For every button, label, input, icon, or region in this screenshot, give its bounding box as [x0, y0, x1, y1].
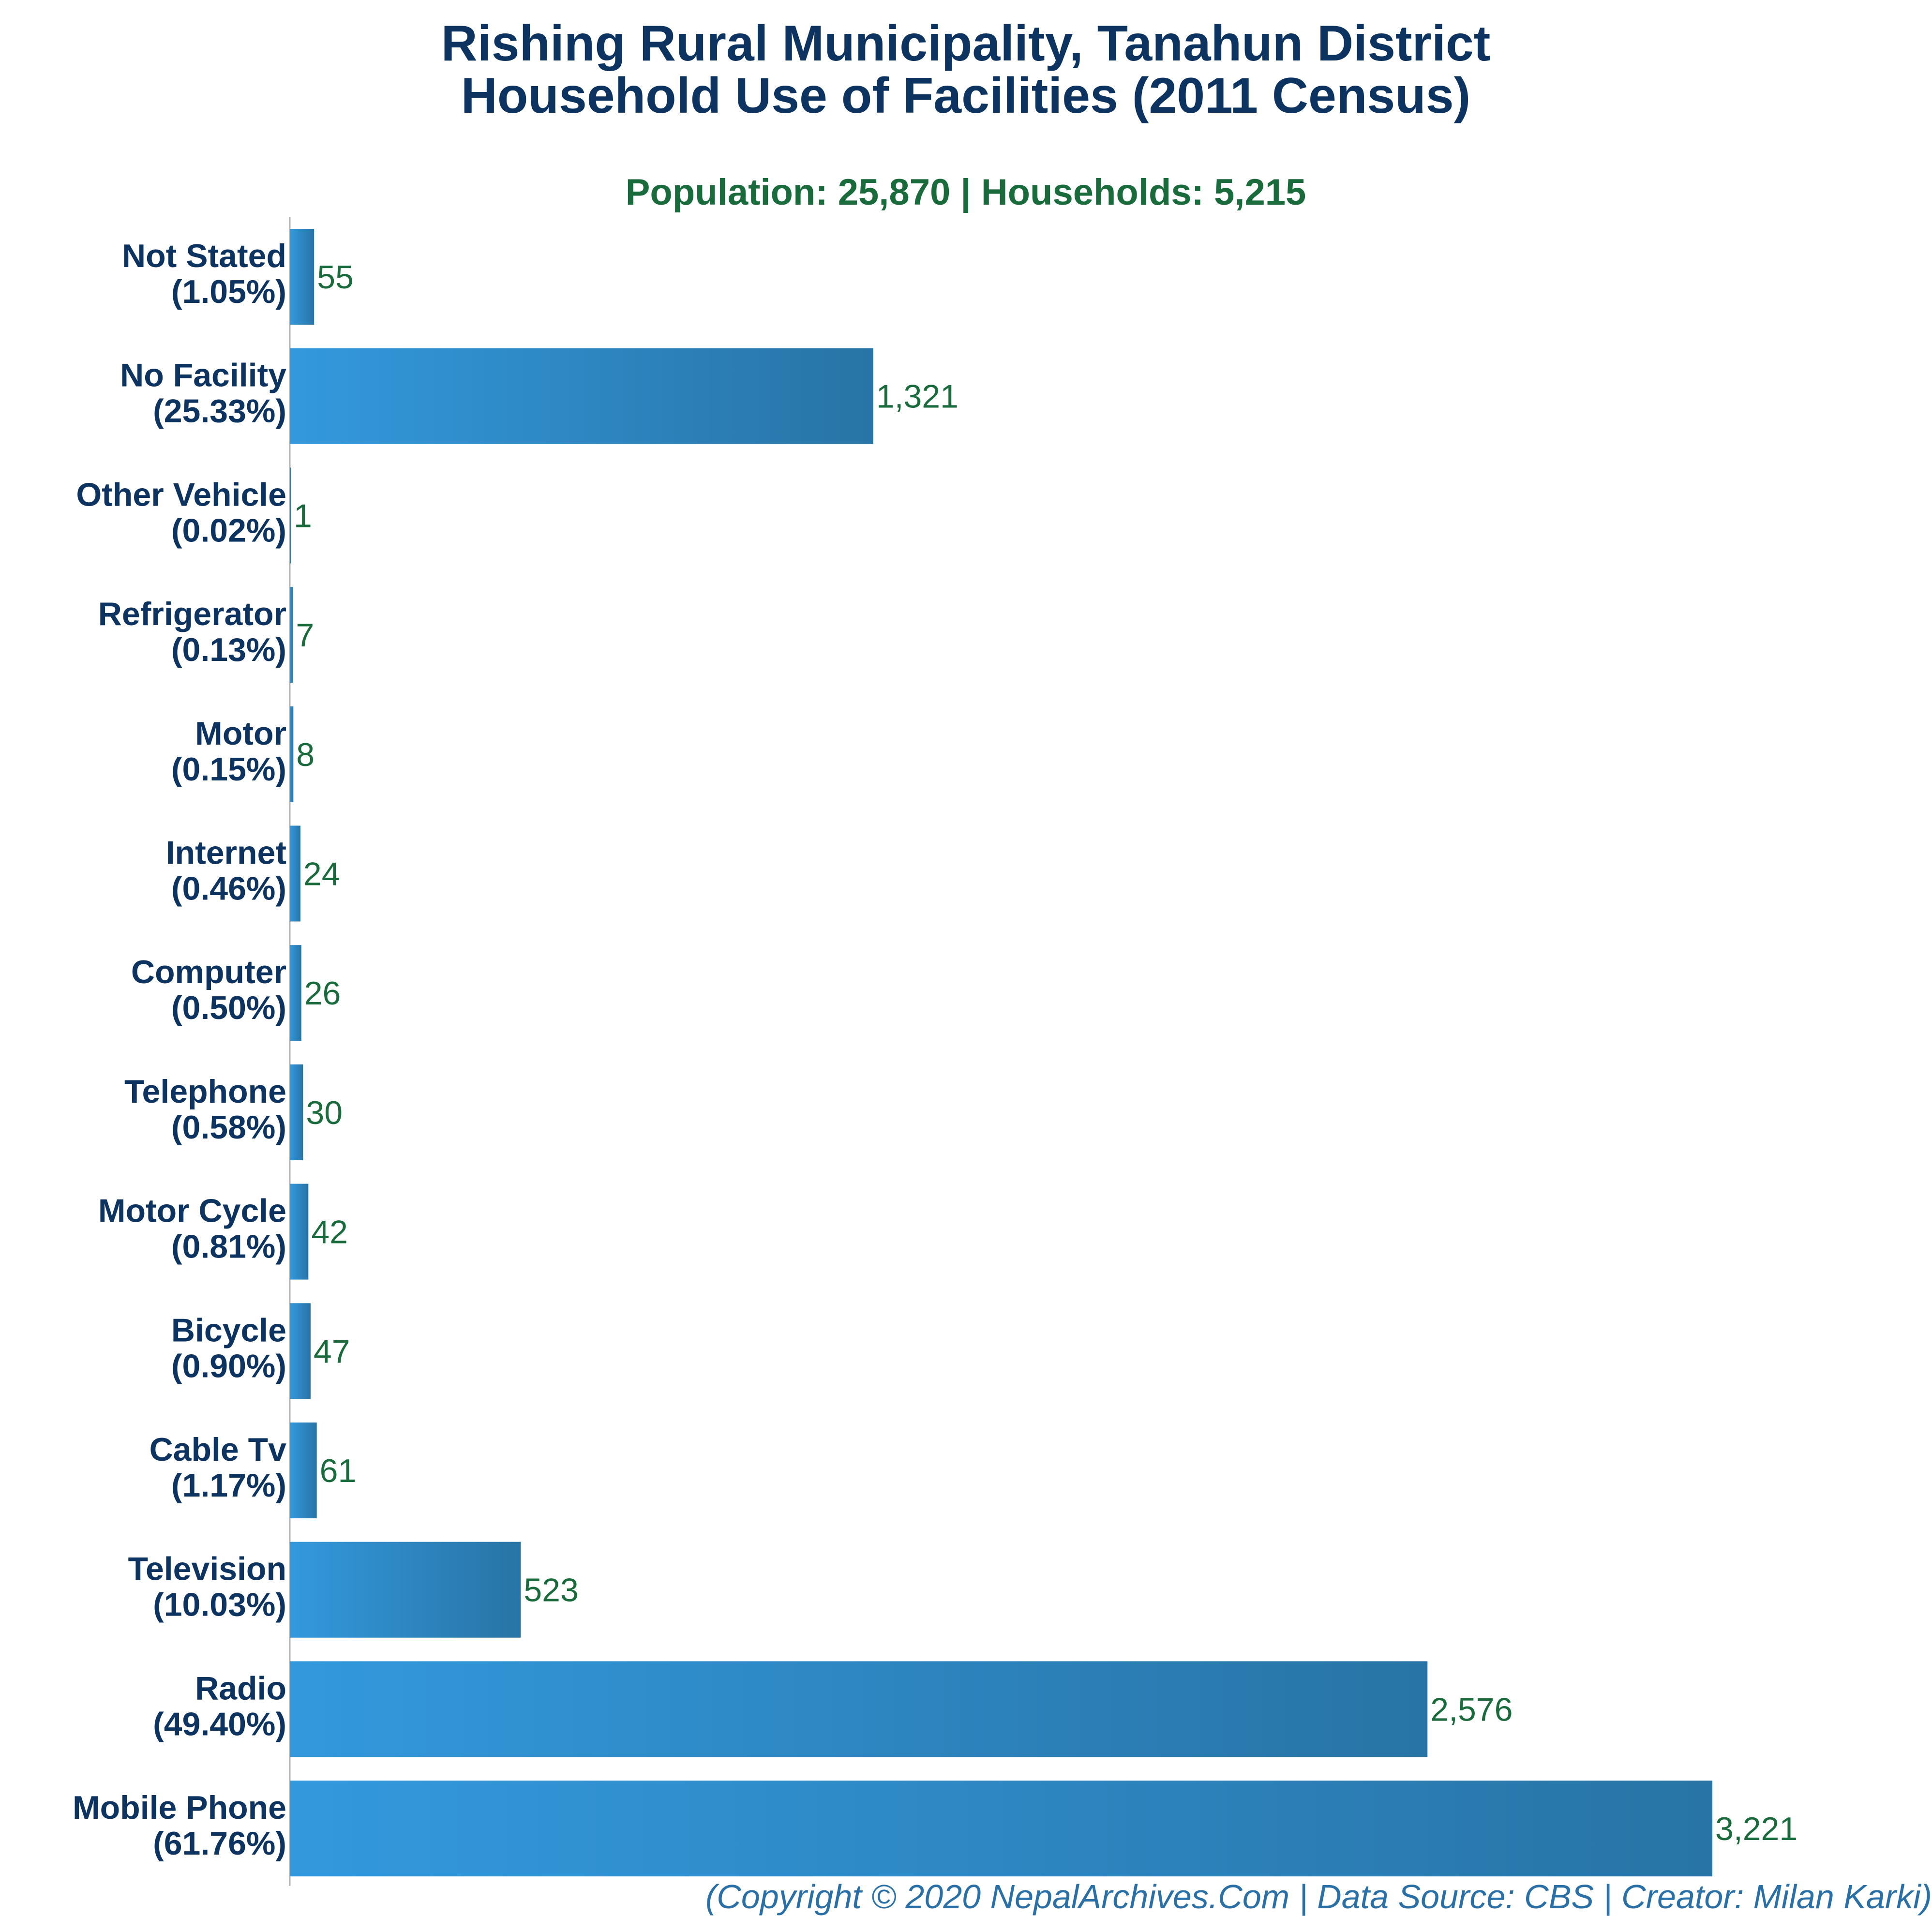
category-label-computer: Computer	[131, 954, 286, 990]
percent-label-no-facility: (25.33%)	[153, 393, 286, 430]
category-label-no-facility: No Facility	[120, 357, 286, 394]
category-label-television: Television	[128, 1551, 286, 1588]
bar-cable-tv	[290, 1423, 317, 1518]
value-label-motor-cycle: 42	[311, 1214, 348, 1251]
bar-motor-cycle	[290, 1183, 309, 1280]
value-label-cable-tv: 61	[320, 1453, 357, 1489]
percent-label-motor-cycle: (0.81%)	[171, 1228, 286, 1265]
bar-refrigerator	[290, 587, 293, 683]
chart-title: Rishing Rural Municipality, Tanahun Dist…	[441, 15, 1491, 124]
bar-radio	[290, 1661, 1428, 1757]
value-label-radio: 2,576	[1430, 1691, 1513, 1728]
bar-internet	[290, 825, 300, 922]
value-label-not-stated: 55	[317, 259, 354, 296]
category-label-motor: Motor	[195, 715, 286, 752]
percent-label-telephone: (0.58%)	[171, 1109, 286, 1146]
value-label-motor: 8	[296, 736, 315, 773]
category-label-not-stated: Not Stated	[122, 238, 286, 274]
chart-subtitle: Population: 25,870 | Households: 5,215	[626, 172, 1306, 213]
category-label-telephone: Telephone	[124, 1073, 286, 1110]
percent-label-computer: (0.50%)	[171, 989, 286, 1026]
bars	[290, 229, 1712, 1877]
bar-other-vehicle	[290, 467, 291, 564]
bar-computer	[290, 945, 301, 1041]
percent-label-not-stated: (1.05%)	[171, 273, 286, 310]
category-label-other-vehicle: Other Vehicle	[76, 476, 286, 513]
percent-label-refrigerator: (0.13%)	[171, 631, 286, 668]
percent-label-radio: (49.40%)	[153, 1706, 286, 1742]
bar-television	[290, 1542, 521, 1638]
category-labels: Not Stated(1.05%) No Facility(25.33%) Othe…	[73, 238, 286, 1862]
value-label-internet: 24	[303, 856, 340, 893]
category-label-radio: Radio	[195, 1670, 286, 1707]
bar-motor	[290, 706, 294, 802]
value-label-bicycle: 47	[314, 1333, 350, 1370]
category-label-cable-tv: Cable Tv	[150, 1431, 287, 1468]
category-label-bicycle: Bicycle	[171, 1312, 286, 1348]
footer-credit: (Copyright © 2020 NepalArchives.Com | Da…	[705, 1878, 1932, 1916]
value-label-other-vehicle: 1	[294, 497, 312, 534]
value-label-telephone: 30	[306, 1094, 343, 1131]
value-label-computer: 26	[304, 975, 341, 1012]
bar-mobile-phone	[290, 1781, 1712, 1877]
bar-no-facility	[290, 348, 873, 444]
percent-label-cable-tv: (1.17%)	[171, 1467, 286, 1504]
value-label-television: 523	[524, 1572, 578, 1609]
chart-title-line-1: Rishing Rural Municipality, Tanahun Dist…	[441, 15, 1491, 72]
percent-label-bicycle: (0.90%)	[171, 1348, 286, 1384]
percent-label-motor: (0.15%)	[171, 751, 286, 788]
percent-label-television: (10.03%)	[153, 1587, 286, 1623]
bar-not-stated	[290, 229, 315, 325]
percent-label-internet: (0.46%)	[171, 870, 286, 907]
bar-telephone	[290, 1064, 303, 1160]
value-labels: 55 1,321 1 7 8 24 26 30 42 47 61 523 2,576 3,221	[294, 259, 1797, 1847]
chart-title-line-2: Household Use of Facilities (2011 Census…	[461, 68, 1470, 124]
category-label-refrigerator: Refrigerator	[98, 596, 286, 632]
value-label-no-facility: 1,321	[876, 378, 959, 415]
percent-label-mobile-phone: (61.76%)	[153, 1825, 286, 1862]
category-label-mobile-phone: Mobile Phone	[73, 1789, 286, 1826]
percent-label-other-vehicle: (0.02%)	[171, 512, 286, 549]
value-label-mobile-phone: 3,221	[1715, 1811, 1797, 1847]
category-label-internet: Internet	[166, 835, 286, 871]
category-label-motor-cycle: Motor Cycle	[98, 1193, 286, 1229]
bar-bicycle	[290, 1303, 311, 1399]
value-label-refrigerator: 7	[296, 617, 314, 654]
